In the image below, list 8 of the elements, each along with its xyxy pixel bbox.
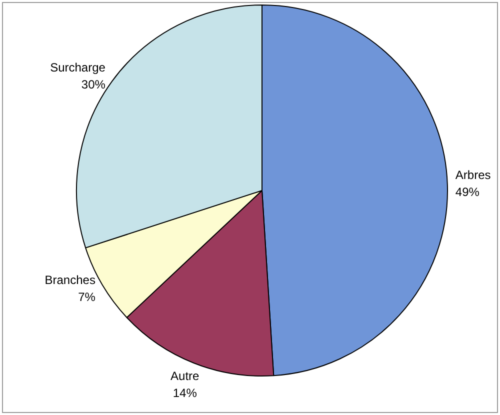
slice-label: Branches	[44, 272, 96, 287]
slice-label: Surcharge	[50, 60, 106, 75]
data-label: 49%	[455, 185, 480, 200]
data-label: 30%	[81, 78, 106, 92]
data-label: 14%	[172, 386, 198, 400]
data-label: 7%	[78, 290, 96, 304]
slice-label: Arbres	[455, 168, 491, 182]
slice-label: Autre	[170, 369, 200, 384]
